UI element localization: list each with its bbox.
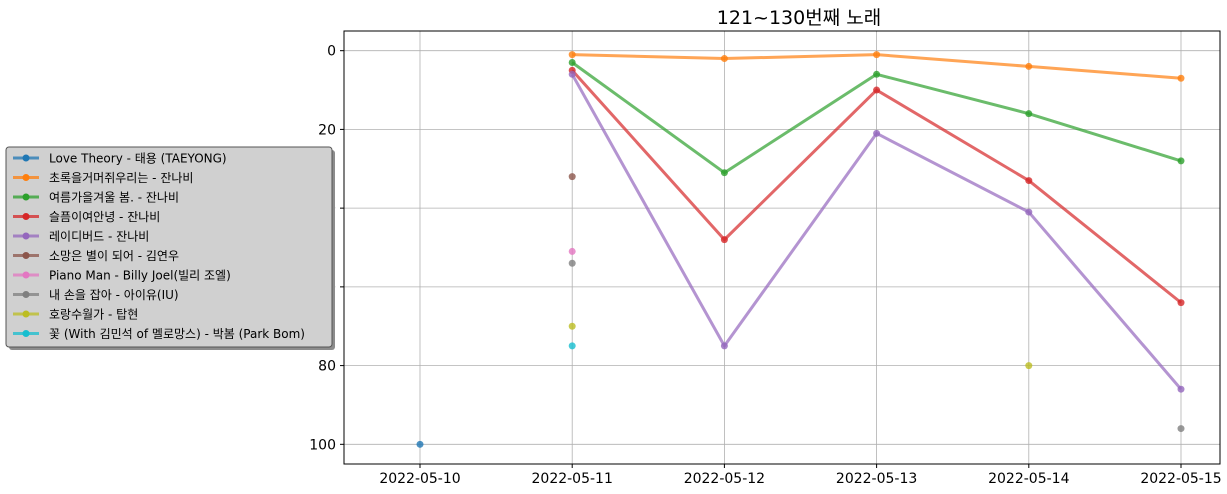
y-tick-label: 0 [327,44,336,60]
legend-entry: 꽃 (With 김민석 of 멜로망스) - 박봄 (Park Bom) [13,327,305,341]
chart-title: 121~130번째 노래 [717,7,881,29]
data-point [873,51,881,59]
data-point [416,440,424,448]
legend-label: 꽃 (With 김민석 of 멜로망스) - 박봄 (Park Bom) [49,327,305,341]
series-lines [416,51,1185,448]
data-point [1025,177,1033,185]
data-point [1025,110,1033,118]
data-point [568,58,576,66]
series-5 [568,173,576,181]
data-point [1177,425,1185,433]
y-tick-label: 80 [318,359,336,375]
legend-label: Love Theory - 태용 (TAEYONG) [49,152,227,166]
legend-label: 초록을거머쥐우리는 - 잔나비 [49,171,193,185]
legend-marker [22,174,30,181]
legend-marker [22,232,30,240]
data-point [568,342,576,350]
legend-label: 소망은 별이 되어 - 김연우 [49,249,179,263]
series-1 [568,51,1185,82]
legend-entry: 소망은 별이 되어 - 김연우 [13,249,179,263]
data-point [568,173,576,181]
data-point [720,342,728,350]
data-point [568,322,576,330]
legend-entry: 호랑수월가 - 탑현 [13,308,138,322]
series-9 [568,342,576,350]
y-tick-label: 20 [318,122,336,138]
x-tick-label: 2022-05-13 [836,471,917,487]
series-3 [568,66,1185,307]
legend-marker [22,291,30,298]
legend-label: Piano Man - Billy Joel(빌리 조엘) [49,269,231,283]
legend-entry: Love Theory - 태용 (TAEYONG) [13,152,227,166]
legend-entry: 레이디버드 - 잔나비 [13,230,149,244]
legend-entry: 초록을거머쥐우리는 - 잔나비 [13,171,193,185]
data-point [1177,385,1185,393]
data-point [873,86,881,94]
data-point [568,247,576,255]
legend-label: 슬픔이여안녕 - 잔나비 [49,210,160,224]
series-7 [568,259,1185,433]
x-tick-label: 2022-05-11 [532,471,613,487]
data-point [568,259,576,267]
series-4 [568,70,1185,393]
data-point [1025,208,1033,216]
legend-box [5,146,333,348]
legend-marker [22,252,30,259]
y-tick-label: 100 [309,437,336,453]
legend-marker [22,271,30,279]
x-tick-label: 2022-05-15 [1140,471,1221,487]
legend-entry: 여름가을겨울 봄. - 잔나비 [13,191,179,205]
data-point [568,51,576,59]
x-tick-label: 2022-05-14 [988,471,1069,487]
x-tick-label: 2022-05-12 [684,471,765,487]
legend-label: 내 손을 잡아 - 아이유(IU) [49,288,179,302]
grid [344,31,1220,464]
legend-label: 호랑수월가 - 탑현 [49,308,138,322]
data-point [568,70,576,78]
legend-marker [22,154,30,162]
plot-area [343,30,1221,465]
data-point [1177,299,1185,307]
axes: 2022-05-10 2022-05-11 2022-05-12 2022-05-13… [309,44,1221,487]
data-point [720,169,728,177]
x-tick-label: 2022-05-10 [379,471,460,487]
legend-marker [22,310,30,318]
legend-label: 레이디버드 - 잔나비 [49,230,149,244]
data-point [720,236,728,244]
data-point [1177,157,1185,165]
legend-marker [22,213,30,220]
data-point [1025,62,1033,70]
legend-entry: 슬픔이여안녕 - 잔나비 [13,210,160,224]
data-point [1025,362,1033,370]
legend-entry: Piano Man - Billy Joel(빌리 조엘) [13,269,231,283]
legend-entry: 내 손을 잡아 - 아이유(IU) [13,288,179,302]
legend: Love Theory - 태용 (TAEYONG) 초록을거머쥐우리는 - 잔나… [5,146,335,350]
legend-marker [22,330,30,337]
series-0 [416,440,424,448]
data-point [720,55,728,63]
legend-marker [22,193,30,201]
data-point [1177,74,1185,82]
data-point [873,70,881,78]
legend-label: 여름가을겨울 봄. - 잔나비 [49,191,179,205]
series-6 [568,247,576,255]
data-point [873,129,881,137]
series-8 [568,322,1033,370]
series-2 [568,58,1185,177]
